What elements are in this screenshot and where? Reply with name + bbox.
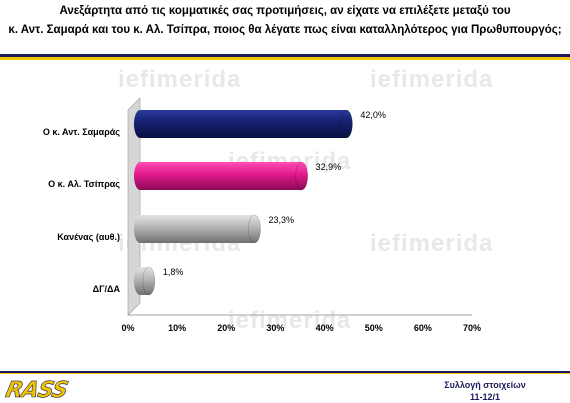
footer-line-1: Συλλογή στοιχείων <box>444 380 526 390</box>
bar-cap-end <box>340 109 353 139</box>
bar: 23,3% <box>134 214 295 244</box>
bar-body <box>140 162 302 190</box>
category-label: Ο κ. Αντ. Σαμαράς <box>43 127 120 137</box>
bar-cap-end <box>142 266 156 296</box>
category-label: Κανένας (αυθ.) <box>57 232 120 242</box>
bar-body <box>140 215 255 243</box>
x-tick-label: 60% <box>414 323 432 333</box>
bar-cap-start <box>134 162 146 190</box>
watermark: iefimerida <box>370 66 494 93</box>
header-rule <box>0 54 570 57</box>
header-rule-accent <box>0 57 570 60</box>
category-label: Ο κ. Αλ. Τσίπρας <box>48 179 120 189</box>
footer-rule <box>0 371 570 373</box>
bar-value-label: 32,9% <box>316 162 342 172</box>
footer-line-2: 11-12/1 <box>469 392 501 402</box>
x-tick-label: 70% <box>463 323 481 333</box>
bar-value-label: 42,0% <box>360 110 386 120</box>
bar-cap-end <box>295 161 308 191</box>
bar: 32,9% <box>134 161 342 191</box>
bar-body <box>140 110 347 138</box>
bar-cap-start <box>134 267 146 295</box>
bar-value-label: 1,8% <box>163 267 184 277</box>
bar: 1,8% <box>134 266 184 296</box>
x-tick-label: 10% <box>168 323 186 333</box>
x-tick-label: 30% <box>266 323 284 333</box>
x-tick-label: 40% <box>316 323 334 333</box>
rass-logo: RASS <box>3 378 70 403</box>
x-tick-label: 50% <box>365 323 383 333</box>
title-line-2: κ. Αντ. Σαμαρά και του κ. Αλ. Τσίπρα, πο… <box>8 24 562 36</box>
bar-cap-end <box>248 214 261 244</box>
title-line-1: Ανεξάρτητα από τις κομματικές σας προτιμ… <box>59 5 511 17</box>
bar: 42,0% <box>134 109 386 139</box>
chart-back-wall <box>127 97 141 316</box>
watermark: iefimerida <box>228 307 352 334</box>
x-tick-label: 0% <box>121 323 134 333</box>
category-label: ΔΓ/ΔΑ <box>93 284 121 294</box>
chart-title: Ανεξάρτητα από τις κομματικές σας προτιμ… <box>0 2 570 40</box>
bar-value-label: 23,3% <box>269 215 295 225</box>
footer-rule-accent <box>0 373 570 374</box>
bar-cap-start <box>134 110 146 138</box>
watermark: iefimerida <box>370 230 494 257</box>
footer-caption: Συλλογή στοιχείων 11-12/1 <box>400 379 570 403</box>
bar-cap-start <box>134 215 146 243</box>
watermark: iefimerida <box>118 66 242 93</box>
x-tick-label: 20% <box>217 323 235 333</box>
